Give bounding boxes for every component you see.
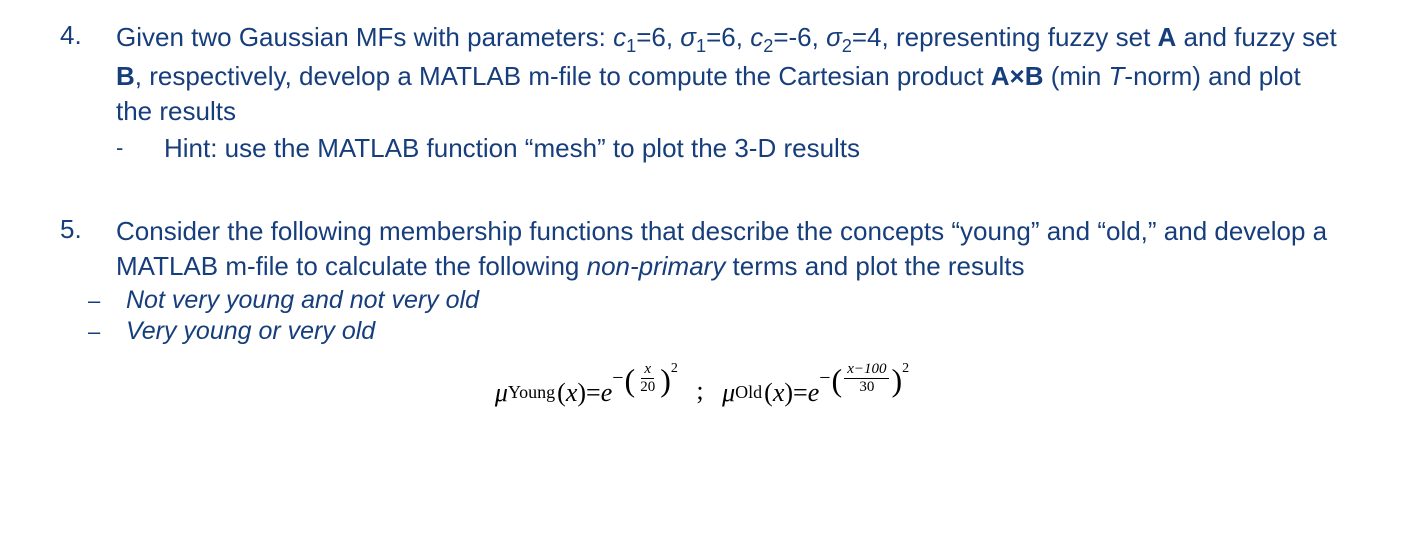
q4-text-1: Given two Gaussian MFs with parameters: [116,22,613,52]
eq-2: = [793,378,808,408]
sq-1: 2 [671,361,678,377]
formula-young: μYoung (x) = e − ( x 20 ) 2 [495,374,678,411]
young-sub: Young [508,382,555,403]
lparen-exp-1: ( [625,362,636,399]
q4-c1: c [613,22,626,52]
q4-sig2: σ [826,22,842,52]
frac-old: x−100 30 [844,362,889,395]
e-2: e [808,378,820,408]
q4-eq4: =4, representing fuzzy set [852,22,1158,52]
rparen-exp-2: ) [891,362,902,399]
lparen-1: ( [557,378,566,408]
question-4-number: 4. [60,20,116,51]
formula-old: μOld (x) = e − ( x−100 30 ) 2 [722,374,909,411]
q4-c2-sub: 2 [763,36,773,56]
formula: μYoung (x) = e − ( x 20 ) 2 ; μOld (x) =… [60,374,1344,411]
sq-2: 2 [902,361,909,377]
frac-young: x 20 [637,362,658,395]
old-num: x−100 [844,362,889,379]
q5-body-2: terms and plot the results [725,251,1024,281]
q5-sub2-bullet: – [88,317,126,345]
old-sub: Old [735,382,762,403]
q4-eq3: =-6, [773,22,826,52]
exp-young: − ( x 20 ) 2 [612,360,678,397]
lparen-2: ( [764,378,773,408]
q4-A: A [1158,22,1177,52]
q4-B: B [116,61,135,91]
question-5-row: 5. Consider the following membership fun… [60,214,1344,284]
rparen-1: ) [577,378,586,408]
q4-sig2-sub: 2 [842,36,852,56]
question-5: 5. Consider the following membership fun… [60,214,1344,411]
mu-2: μ [722,378,735,408]
q5-sub1-bullet: – [88,286,126,314]
exp-old: − ( x−100 30 ) 2 [819,360,909,397]
q4-line2-2: , respectively, develop a MATLAB m-file … [135,61,991,91]
question-4-row: 4. Given two Gaussian MFs with parameter… [60,20,1344,129]
q4-eq1: =6, [636,22,680,52]
q4-c1-sub: 1 [626,36,636,56]
q4-hint-row: - Hint: use the MATLAB function “mesh” t… [60,133,1344,164]
q5-sub1-text: Not very young and not very old [126,286,479,315]
q4-AxB: A×B [991,61,1044,91]
x-2: x [773,378,785,408]
q4-line3-1: (min [1044,61,1109,91]
minus-1: − [612,367,623,390]
q5-sub2-text: Very young or very old [126,317,375,346]
question-4-body: Given two Gaussian MFs with parameters: … [116,20,1344,129]
minus-2: − [819,367,830,390]
q4-sig1: σ [680,22,696,52]
q4-eq2: =6, [706,22,750,52]
x-1: x [566,378,578,408]
rparen-2: ) [784,378,793,408]
e-1: e [601,378,613,408]
q4-c2: c [750,22,763,52]
eq-1: = [586,378,601,408]
young-den: 20 [637,379,658,395]
q5-nonprimary: non-primary [587,251,726,281]
q4-sig1-sub: 1 [696,36,706,56]
question-5-body: Consider the following membership functi… [116,214,1344,284]
q4-T: T [1109,61,1125,91]
q5-sub2: – Very young or very old [60,317,1344,346]
question-4: 4. Given two Gaussian MFs with parameter… [60,20,1344,164]
q4-hint-bullet: - [116,133,164,161]
mu-1: μ [495,378,508,408]
q5-sub1: – Not very young and not very old [60,286,1344,315]
old-den: 30 [856,379,877,395]
rparen-exp-1: ) [660,362,671,399]
q4-line2-1: and fuzzy set [1176,22,1336,52]
young-num: x [641,362,654,379]
formula-semi: ; [696,376,703,405]
q4-hint-text: Hint: use the MATLAB function “mesh” to … [164,133,860,164]
question-5-number: 5. [60,214,116,245]
lparen-exp-2: ( [832,362,843,399]
